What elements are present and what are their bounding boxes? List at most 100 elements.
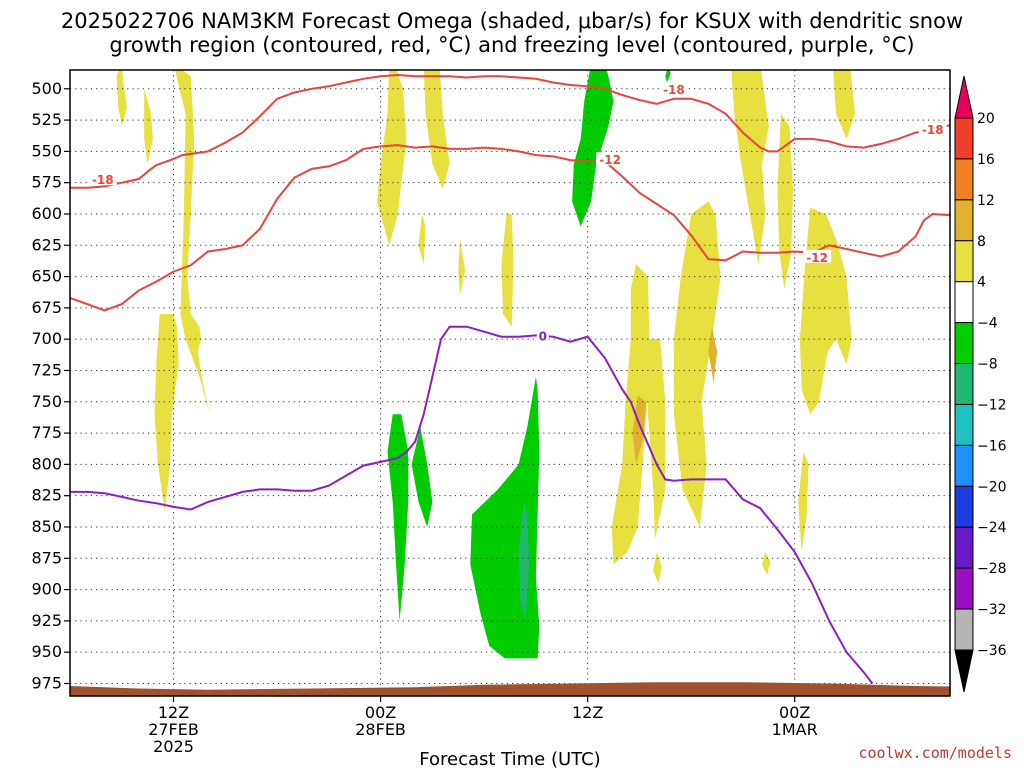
- credit-text[interactable]: coolwx.com/models: [858, 744, 1012, 762]
- x-tick-year-12: 2025: [153, 737, 194, 756]
- colorbar-swatch-3: [954, 240, 974, 283]
- contour-label-bg-4: [803, 249, 832, 263]
- y-tick-label-950: 950: [31, 642, 62, 661]
- omega-region-down-e: [665, 70, 671, 83]
- omega-region-up-d: [154, 314, 179, 512]
- omega-region-down-8-a: [518, 501, 529, 621]
- omega-region-up-s: [761, 552, 771, 575]
- contour-label-0: -18: [92, 173, 114, 187]
- y-tick-label-625: 625: [31, 235, 62, 254]
- dgz-contour--12-lower: [70, 144, 950, 312]
- y-tick-label-725: 725: [31, 360, 62, 379]
- colorbar-swatch-8: [954, 444, 974, 487]
- x-axis-label: Forecast Time (UTC): [419, 749, 600, 768]
- colorbar-swatch-5: [954, 322, 974, 365]
- y-tick-label-550: 550: [31, 141, 62, 160]
- x-tick-label-12: 12Z: [158, 703, 189, 722]
- omega-region-up-e: [377, 70, 407, 246]
- y-tick-label-925: 925: [31, 611, 62, 630]
- colorbar-label-7: −12: [977, 397, 1007, 413]
- colorbar-label-4: 4: [977, 275, 986, 291]
- y-tick-label-900: 900: [31, 580, 62, 599]
- y-tick-label-750: 750: [31, 392, 62, 411]
- omega-region-up-j: [611, 264, 650, 565]
- omega-region-up-c: [175, 70, 210, 415]
- omega-region-down-a: [572, 70, 614, 227]
- omega-region-up-b: [116, 70, 127, 127]
- omega-region-up-a: [144, 88, 153, 164]
- colorbar-top-arrow: [954, 75, 974, 119]
- omega-region-down-b: [411, 426, 433, 527]
- contour-label-5: 0: [539, 330, 547, 344]
- colorbar-label-12: −32: [977, 602, 1007, 618]
- y-axis-ticks: 500 525 550 575 600 625 650 675 700 725 750 775 800 8…: [31, 79, 70, 692]
- colorbar-label-13: −36: [977, 643, 1007, 659]
- y-tick-label-700: 700: [31, 329, 62, 348]
- grid-layer: [70, 70, 950, 696]
- colorbar-swatch-4: [954, 281, 974, 324]
- colorbar-label-8: −16: [977, 438, 1007, 454]
- y-tick-label-525: 525: [31, 110, 62, 129]
- colorbar-label-3: 8: [977, 234, 986, 250]
- freezing-level-contour: [70, 325, 874, 685]
- y-tick-label-575: 575: [31, 173, 62, 192]
- contour-label-bg-0: [88, 172, 117, 186]
- colorbar-label-11: −28: [977, 561, 1007, 577]
- omega-region-up-p: [833, 70, 856, 139]
- colorbar-swatch-10: [954, 526, 974, 569]
- omega-region-up-k: [644, 339, 666, 540]
- y-tick-label-500: 500: [31, 79, 62, 98]
- omega-region-up-h: [458, 239, 466, 296]
- chart-title-line-2: growth region (contoured, red, °C) and f…: [109, 33, 914, 57]
- contour-label-bg-2: [918, 122, 947, 136]
- y-tick-label-675: 675: [31, 298, 62, 317]
- omega-region-up-r: [653, 552, 662, 584]
- colorbar-swatch-12: [954, 608, 974, 651]
- omega-shading-layer: [116, 70, 856, 659]
- colorbar-label-0: 20: [977, 111, 995, 127]
- y-tick-label-875: 875: [31, 548, 62, 567]
- colorbar-label-9: −20: [977, 479, 1007, 495]
- contour-label-bg-1: [659, 82, 688, 96]
- y-tick-label-850: 850: [31, 517, 62, 536]
- colorbar-swatch-6: [954, 363, 974, 405]
- y-tick-label-775: 775: [31, 423, 62, 442]
- chart-title-line-1: 2025022706 NAM3KM Forecast Omega (shaded…: [61, 9, 963, 33]
- colorbar-swatch-11: [954, 567, 974, 610]
- omega-region-up-n: [777, 113, 793, 290]
- omega-region-up-m: [731, 70, 769, 265]
- y-tick-label-600: 600: [31, 204, 62, 223]
- x-tick-sublabel-12: 27FEB: [148, 720, 199, 739]
- colorbar-swatch-9: [954, 485, 974, 528]
- terrain-ground: [70, 682, 950, 696]
- contour-label-2: -18: [922, 123, 944, 137]
- omega-region-up-f: [423, 70, 450, 189]
- y-tick-label-975: 975: [31, 673, 62, 692]
- omega-region-up-l: [673, 201, 721, 527]
- colorbar-label-2: 12: [977, 193, 995, 209]
- colorbar-label-5: −4: [977, 316, 998, 332]
- x-tick-label-36: 12Z: [572, 703, 603, 722]
- colorbar-label-10: −24: [977, 520, 1007, 536]
- colorbar-swatch-2: [954, 199, 974, 242]
- y-tick-label-650: 650: [31, 267, 62, 286]
- y-tick-label-825: 825: [31, 486, 62, 505]
- contour-label-bg-5: [536, 328, 549, 342]
- x-tick-label-24: 00Z: [365, 703, 396, 722]
- colorbar-label-1: 16: [977, 152, 995, 168]
- contour-label-bg-3: [596, 152, 625, 166]
- x-tick-label-48: 00Z: [779, 703, 810, 722]
- plot-frame: [69, 69, 951, 697]
- colorbar-swatch-1: [954, 158, 974, 201]
- omega-region-up-q: [798, 451, 809, 552]
- omega-region-up-i: [501, 214, 514, 327]
- omega-region-up-g: [418, 214, 426, 265]
- omega-region-up-8-b: [708, 326, 718, 383]
- colorbar: 20 16 12 8 4 −4 −8 −12 −16 −20 −24 −28 −32 −36: [954, 75, 1007, 693]
- contour-label-layer: -18 -18 -18 -12 -12 0: [88, 82, 947, 344]
- colorbar-label-6: −8: [977, 357, 998, 373]
- colorbar-bottom-arrow: [954, 649, 974, 693]
- x-tick-sublabel-48: 1MAR: [772, 720, 818, 739]
